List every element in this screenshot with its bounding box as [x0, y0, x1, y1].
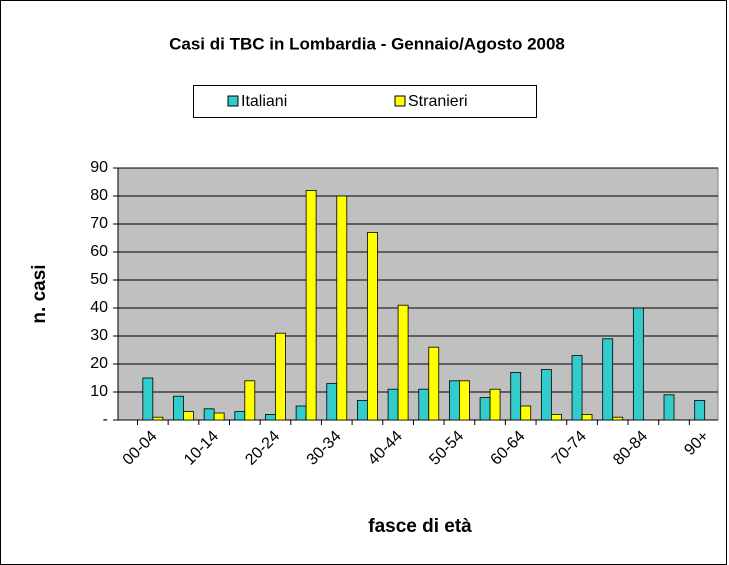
plot-area — [117, 167, 719, 421]
bar — [387, 388, 399, 421]
y-tick-label: 40 — [90, 299, 108, 316]
bar — [428, 346, 440, 421]
bar — [142, 377, 154, 421]
y-axis-label: n. casi — [29, 264, 50, 323]
bar — [275, 332, 286, 421]
bar — [571, 355, 583, 421]
bar — [489, 388, 501, 421]
y-tick-label: 50 — [90, 271, 108, 288]
bar — [520, 405, 532, 421]
bar — [550, 413, 562, 421]
bar — [357, 399, 368, 421]
legend-label: Italiani — [241, 93, 287, 110]
bar — [336, 195, 348, 421]
y-tick-label: 30 — [90, 327, 108, 344]
bar — [234, 411, 246, 421]
legend-swatch — [227, 95, 239, 107]
legend-swatch — [394, 95, 406, 107]
bar — [183, 411, 194, 421]
y-tick-label: 20 — [90, 355, 108, 372]
y-tick-label: 70 — [90, 215, 108, 232]
y-tick-label: 90 — [90, 159, 108, 176]
bar — [418, 388, 430, 421]
bar — [602, 338, 614, 421]
bar — [540, 369, 552, 421]
bar — [449, 380, 460, 421]
bar — [213, 412, 225, 421]
bar — [173, 395, 184, 421]
y-tick-label: 10 — [90, 383, 108, 400]
bar — [305, 189, 317, 421]
bar — [612, 416, 624, 421]
bar — [459, 380, 470, 421]
bar — [295, 405, 307, 421]
bar — [581, 413, 593, 421]
y-tick-label: 60 — [90, 243, 108, 260]
bar — [367, 231, 378, 421]
y-tick-label: - — [103, 411, 108, 428]
chart-title: Casi di TBC in Lombardia - Gennaio/Agost… — [169, 34, 565, 53]
bar — [326, 383, 338, 421]
bar — [244, 380, 256, 421]
bar — [663, 394, 675, 421]
y-tick-label: 80 — [90, 187, 108, 204]
bar — [203, 408, 215, 421]
bar — [397, 304, 409, 421]
bar — [694, 399, 706, 421]
bar — [632, 307, 644, 421]
x-axis-label: fasce di età — [368, 516, 472, 537]
bar — [265, 413, 276, 421]
bar — [152, 416, 164, 421]
bar — [510, 371, 522, 421]
legend — [193, 85, 537, 118]
legend-label: Stranieri — [408, 93, 468, 110]
bar — [479, 397, 491, 421]
